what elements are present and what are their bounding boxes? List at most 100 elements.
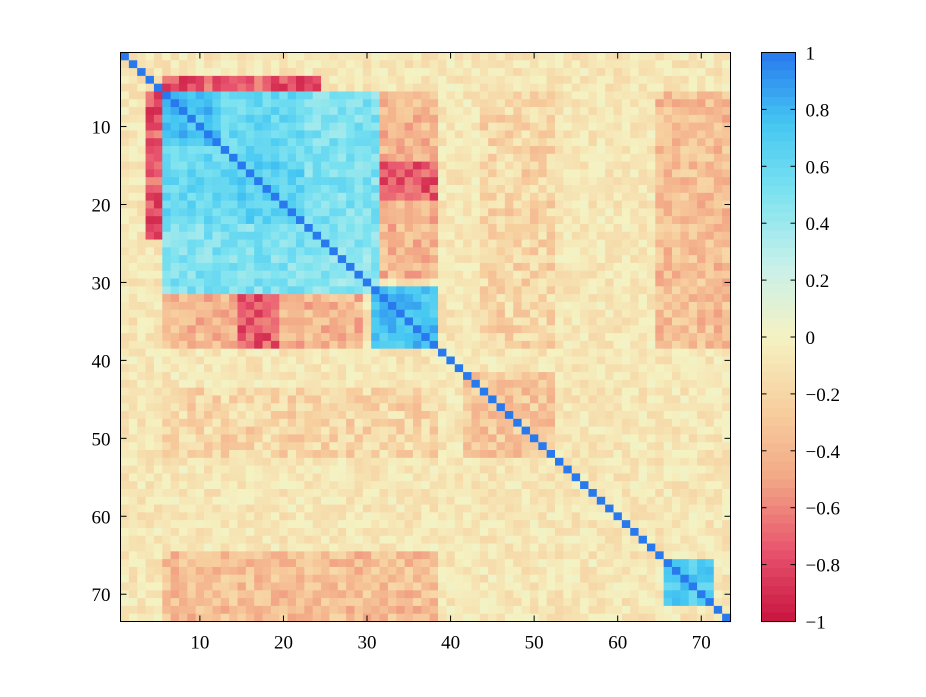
heatmap-cell — [605, 520, 615, 529]
heatmap-cell — [170, 395, 180, 404]
heatmap-cell — [596, 379, 606, 389]
heatmap-cell — [621, 450, 631, 459]
heatmap-cell — [295, 75, 305, 85]
heatmap-cell — [329, 356, 339, 365]
heatmap-cell — [454, 200, 464, 209]
heatmap-cell — [546, 309, 556, 319]
heatmap-cell — [354, 496, 364, 506]
heatmap-cell — [529, 138, 539, 147]
heatmap-cell — [262, 223, 272, 233]
heatmap-cell — [412, 91, 422, 100]
heatmap-cell — [195, 146, 205, 155]
heatmap-cell — [270, 247, 280, 256]
heatmap-cell — [446, 146, 456, 155]
heatmap-cell — [605, 301, 615, 311]
heatmap-cell — [195, 91, 205, 100]
heatmap-cell — [421, 177, 431, 186]
heatmap-cell — [713, 169, 723, 178]
heatmap-cell — [387, 153, 397, 163]
heatmap-cell — [295, 278, 305, 287]
heatmap-cell — [513, 520, 523, 529]
heatmap-cell — [170, 559, 180, 568]
heatmap-cell — [463, 231, 473, 241]
heatmap-cell — [412, 99, 422, 108]
heatmap-cell — [571, 325, 581, 334]
heatmap-cell — [421, 208, 431, 217]
heatmap-cell — [220, 488, 230, 498]
heatmap-cell — [204, 442, 214, 451]
heatmap-cell — [412, 262, 422, 272]
heatmap-cell — [722, 138, 732, 147]
heatmap-cell — [195, 481, 205, 490]
heatmap-cell — [613, 566, 623, 576]
heatmap-cell — [412, 387, 422, 397]
heatmap-cell — [630, 434, 640, 443]
heatmap-cell — [362, 387, 372, 397]
heatmap-cell — [471, 434, 481, 443]
heatmap-cell — [672, 309, 681, 319]
heatmap-cell — [446, 130, 456, 139]
heatmap-cell — [646, 566, 656, 576]
heatmap-cell — [245, 512, 255, 521]
heatmap-cell — [195, 107, 205, 116]
heatmap-cell — [421, 309, 431, 319]
heatmap-cell — [404, 434, 414, 443]
heatmap-cell — [538, 512, 548, 521]
heatmap-cell — [120, 535, 130, 545]
heatmap-cell — [555, 255, 564, 264]
heatmap-cell — [145, 309, 155, 319]
heatmap-cell — [245, 450, 255, 459]
heatmap-cell — [396, 527, 406, 537]
heatmap-cell — [396, 457, 406, 467]
heatmap-cell — [580, 231, 590, 241]
heatmap-cell — [521, 231, 531, 241]
heatmap-cell — [346, 91, 356, 100]
heatmap-cell — [504, 247, 514, 256]
heatmap-cell — [538, 566, 548, 576]
heatmap-cell — [429, 450, 439, 459]
heatmap-cell — [404, 411, 414, 420]
heatmap-cell — [705, 262, 715, 272]
heatmap-cell — [722, 520, 732, 529]
heatmap-cell — [471, 364, 481, 373]
heatmap-cell — [705, 535, 715, 545]
heatmap-cell — [270, 512, 280, 521]
heatmap-cell — [529, 442, 539, 451]
heatmap-cell — [279, 247, 289, 256]
heatmap-cell — [488, 309, 498, 319]
heatmap-cell — [488, 239, 498, 248]
heatmap-cell — [329, 520, 339, 529]
heatmap-cell — [538, 138, 548, 147]
heatmap-cell — [321, 582, 331, 591]
heatmap-cell — [571, 543, 581, 552]
heatmap-cell — [354, 185, 364, 194]
heatmap-cell — [337, 434, 347, 443]
heatmap-cell — [229, 543, 239, 552]
heatmap-cell — [713, 520, 723, 529]
heatmap-cell — [463, 301, 473, 311]
heatmap-cell — [237, 177, 247, 186]
heatmap-cell — [454, 457, 464, 467]
heatmap-cell — [538, 442, 548, 451]
heatmap-cell — [479, 574, 489, 584]
heatmap-cell — [178, 543, 188, 552]
heatmap-cell — [170, 403, 180, 412]
heatmap-cell — [538, 223, 548, 233]
heatmap-cell — [488, 551, 498, 560]
heatmap-cell — [396, 107, 406, 116]
heatmap-cell — [153, 473, 163, 482]
heatmap-cell — [254, 418, 264, 428]
heatmap-cell — [337, 551, 347, 560]
heatmap-cell — [321, 99, 331, 108]
heatmap-cell — [346, 185, 356, 194]
heatmap-cell — [580, 309, 590, 319]
heatmap-cell — [479, 239, 489, 248]
heatmap-cell — [412, 309, 422, 319]
heatmap-cell — [454, 52, 464, 61]
heatmap-cell — [404, 83, 414, 93]
heatmap-cell — [630, 551, 640, 560]
heatmap-cell — [153, 278, 163, 287]
heatmap-cell — [571, 270, 581, 280]
heatmap-cell — [421, 325, 431, 334]
heatmap-cell — [178, 418, 188, 428]
